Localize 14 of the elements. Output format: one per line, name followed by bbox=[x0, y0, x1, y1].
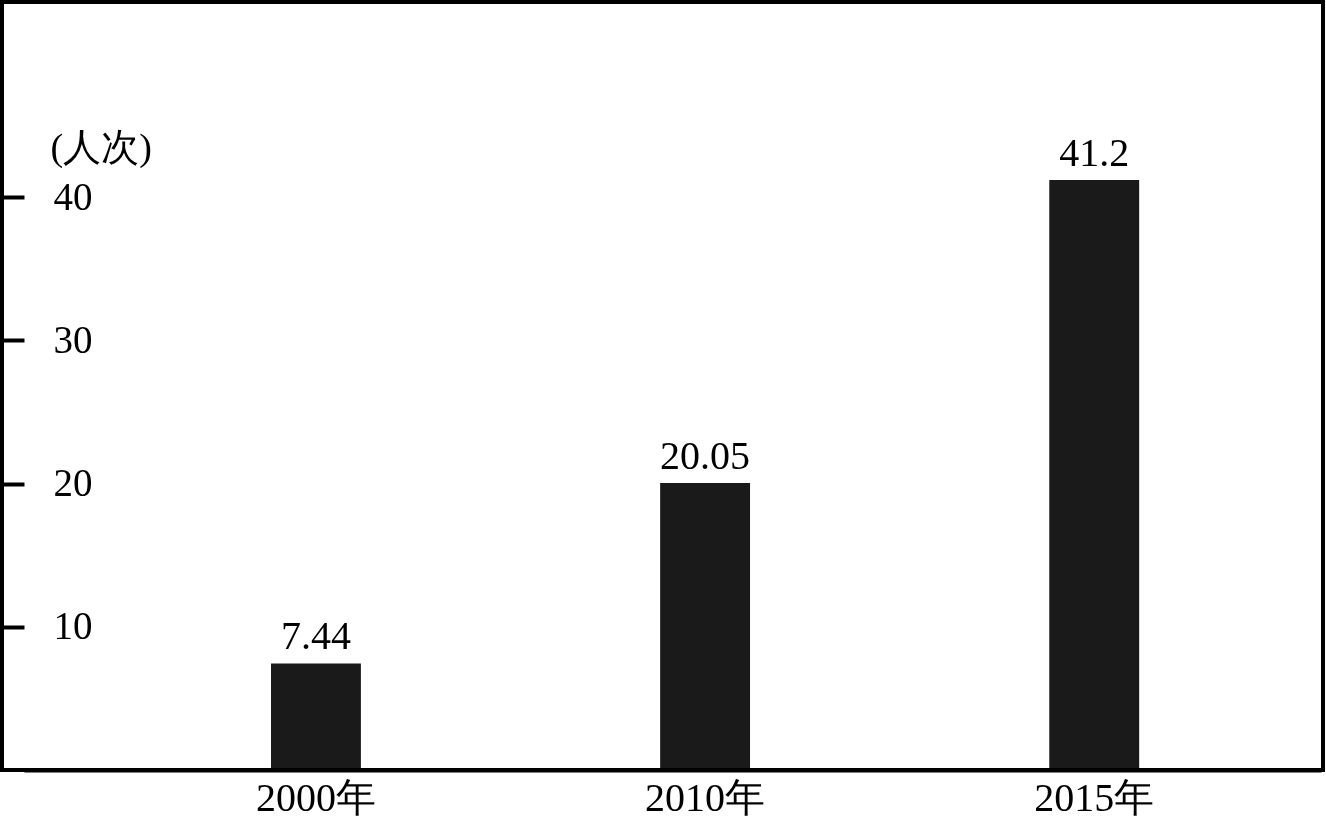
data-label: 41.2 bbox=[1059, 130, 1130, 176]
x-tick-label: 2010年 bbox=[645, 774, 766, 819]
data-label: 7.44 bbox=[280, 613, 351, 659]
y-tick-label: 40 bbox=[53, 174, 93, 218]
y-tick-label: 30 bbox=[53, 317, 93, 361]
bar bbox=[271, 663, 361, 770]
y-tick-label: 10 bbox=[53, 604, 93, 648]
y-axis-title: (人次) bbox=[50, 125, 152, 169]
data-label: 20.05 bbox=[660, 432, 751, 478]
bar bbox=[1049, 180, 1140, 770]
bar bbox=[660, 482, 751, 770]
x-tick-label: 2015年 bbox=[1034, 774, 1155, 819]
x-tick-label: 2000年 bbox=[255, 774, 376, 819]
y-tick-label: 20 bbox=[53, 461, 93, 505]
